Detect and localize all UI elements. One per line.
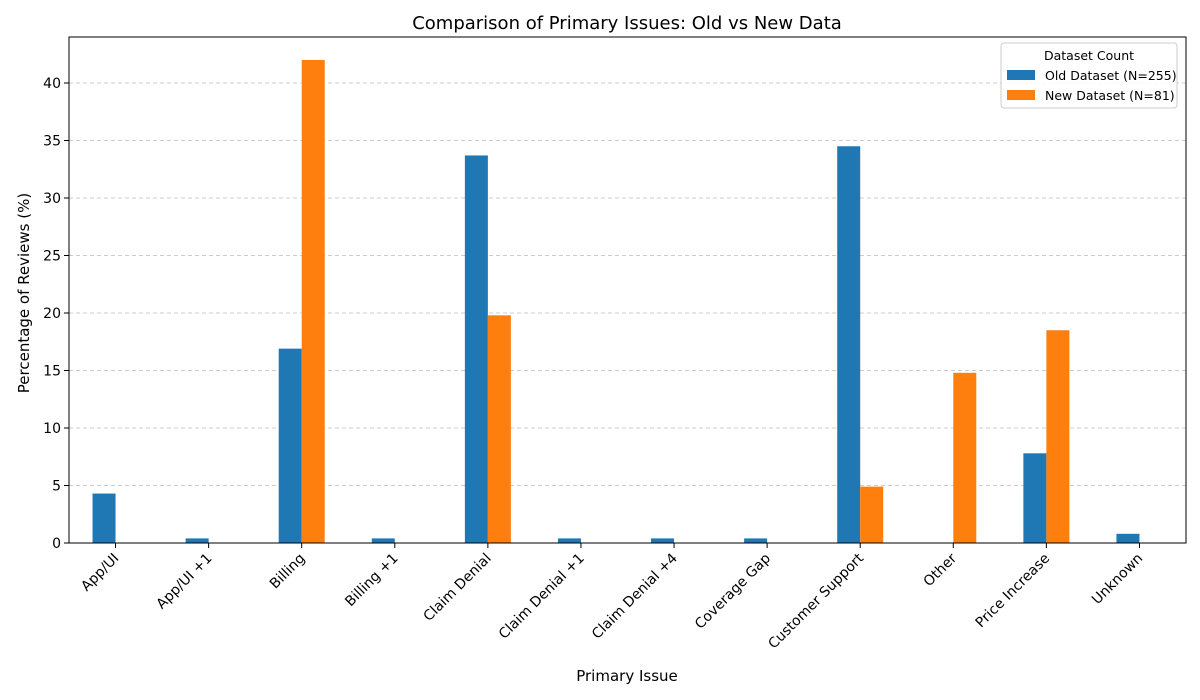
y-tick-label: 30	[43, 191, 61, 207]
legend-title: Dataset Count	[1044, 48, 1134, 63]
legend-label-old: Old Dataset (N=255)	[1045, 68, 1177, 83]
legend-label-new: New Dataset (N=81)	[1045, 88, 1175, 103]
x-tick-label: App/UI	[78, 551, 122, 595]
y-axis-ticks: 0 5 10 15 20 25 30 35 40	[43, 76, 69, 552]
bar-old-5	[557, 538, 581, 543]
x-axis-label: Primary Issue	[576, 667, 678, 685]
bar-new-4	[487, 315, 511, 543]
y-tick-label: 20	[43, 306, 61, 322]
plot-frame	[68, 36, 1187, 544]
x-tick-label: Coverage Gap	[692, 550, 774, 632]
x-tick-label: Customer Support	[765, 550, 867, 652]
x-tick-label: Claim Denial +4	[589, 550, 681, 642]
x-tick-label: Price Increase	[973, 551, 1054, 632]
bar-new-9	[953, 372, 977, 543]
x-axis-ticks: App/UI App/UI +1 Billing Billing +1 Claim De…	[78, 543, 1146, 652]
y-tick-label: 10	[43, 421, 61, 437]
bar-new-8	[860, 486, 884, 543]
chart-title: Comparison of Primary Issues: Old vs New…	[412, 13, 842, 34]
legend-box	[1000, 42, 1178, 109]
bar-old-6	[651, 538, 675, 543]
legend-swatch-old	[1007, 70, 1035, 80]
y-tick-label: 0	[52, 536, 61, 552]
y-tick-label: 15	[43, 364, 61, 380]
x-tick-label: Billing +1	[342, 551, 401, 610]
bars-layer	[92, 60, 1140, 543]
y-tick-label: 35	[43, 134, 61, 150]
bar-old-11	[1116, 533, 1140, 543]
y-axis-label: Percentage of Reviews (%)	[15, 193, 33, 393]
bar-old-3	[371, 538, 395, 543]
grid-layer	[69, 82, 1186, 486]
x-tick-label: Claim Denial	[421, 551, 495, 625]
x-tick-label: Claim Denial +1	[496, 551, 588, 643]
bar-new-2	[301, 60, 325, 543]
y-tick-label: 40	[43, 76, 61, 92]
bar-old-2	[278, 348, 302, 543]
bar-old-4	[464, 155, 488, 543]
x-tick-label: App/UI +1	[154, 551, 216, 613]
bar-old-7	[744, 538, 768, 543]
legend-swatch-new	[1007, 90, 1035, 100]
x-tick-label: Unknown	[1089, 551, 1146, 608]
bar-new-10	[1046, 330, 1070, 543]
bar-old-0	[92, 493, 116, 543]
bar-old-8	[837, 146, 861, 543]
y-tick-label: 5	[52, 479, 61, 495]
y-tick-label: 25	[43, 249, 61, 265]
legend: Dataset Count Old Dataset (N=255) New Da…	[1000, 42, 1178, 109]
bar-old-10	[1023, 453, 1047, 543]
x-tick-label: Other	[921, 550, 961, 590]
x-tick-label: Billing	[267, 551, 309, 593]
bar-old-1	[185, 538, 209, 543]
